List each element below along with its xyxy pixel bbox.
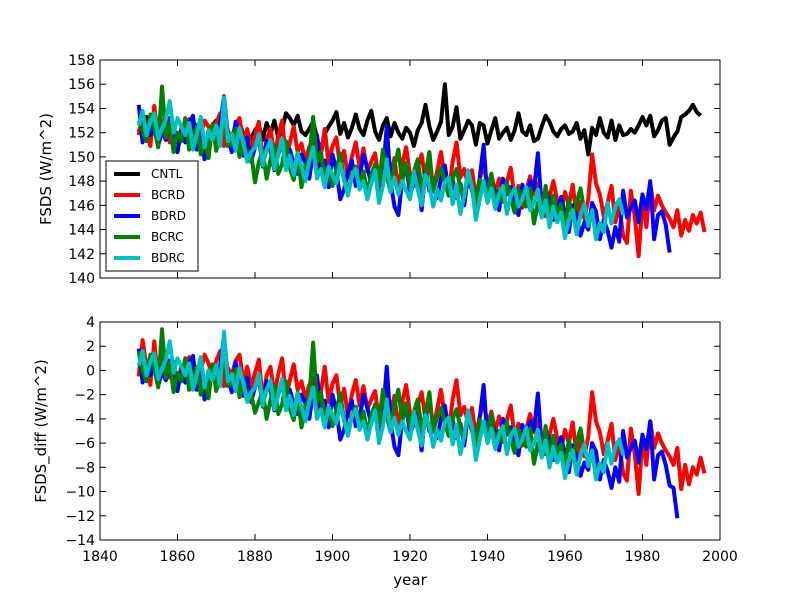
- legend-label-bcrc: BCRC: [151, 230, 184, 244]
- legend-box: [105, 160, 199, 272]
- legend-label-bdrd: BDRD: [151, 209, 186, 223]
- top-y-tick-label: 158: [68, 53, 95, 69]
- legend-label-bcrd: BCRD: [151, 188, 185, 202]
- top-y-tick-label: 140: [68, 271, 95, 287]
- top-y-tick-label: 150: [68, 150, 95, 166]
- bottom-y-tick-label: 2: [86, 339, 95, 355]
- bottom-x-ticks: 1840 1860 1880 1900 1920 1940 1960 1980 2000: [82, 322, 738, 565]
- top-y-tick-label: 146: [68, 198, 95, 214]
- x-tick-label: 1880: [237, 549, 273, 565]
- x-tick-label: 1840: [82, 549, 118, 565]
- top-y-tick-label: 156: [68, 77, 95, 93]
- bottom-y-tick-label: −8: [74, 460, 95, 476]
- legend-item-bdrc: BDRC: [114, 251, 185, 265]
- bottom-panel-fsds-diff: 1840 1860 1880 1900 1920 1940 1960 1980 2000 −14…: [32, 315, 738, 589]
- x-tick-label: 1980: [625, 549, 661, 565]
- bottom-series-line-bdrc: [136, 329, 626, 482]
- bottom-y-tick-label: 4: [86, 315, 95, 331]
- x-tick-label: 1860: [160, 549, 196, 565]
- x-tick-label: 1940: [470, 549, 506, 565]
- bottom-series-lines: [136, 327, 707, 519]
- x-tick-label: 1900: [315, 549, 351, 565]
- bottom-y-tick-label: −6: [74, 436, 95, 452]
- x-tick-label: 1960: [547, 549, 583, 565]
- legend-item-bcrd: BCRD: [114, 188, 185, 202]
- bottom-y-tick-label: 0: [86, 363, 95, 379]
- bottom-y-axis-label: FSDS_diff (W/m^2): [32, 359, 51, 503]
- x-tick-label: 1920: [392, 549, 428, 565]
- bottom-y-tick-label: −10: [65, 485, 95, 501]
- top-panel-fsds: 140 142 144 146 148 150 152 154 156 158 FSDS (W/m…: [37, 53, 721, 287]
- bottom-y-tick-label: −2: [74, 388, 95, 404]
- top-y-tick-label: 142: [68, 247, 95, 263]
- top-series-line-bdrc: [136, 95, 626, 242]
- legend-label-bdrc: BDRC: [151, 251, 185, 265]
- top-y-axis-label: FSDS (W/m^2): [37, 113, 55, 225]
- top-y-ticks: 140 142 144 146 148 150 152 154 156 158: [68, 53, 720, 287]
- top-x-ticks: [99, 60, 721, 278]
- bottom-y-tick-label: −14: [65, 533, 95, 549]
- legend-label-cntl: CNTL: [151, 167, 183, 181]
- top-y-tick-label: 154: [68, 101, 95, 117]
- bottom-y-tick-label: −12: [65, 509, 95, 525]
- top-series-lines: [136, 82, 707, 259]
- bottom-y-ticks: −14 −12 −10 −8 −6 −4 −2 0 2 4: [65, 315, 720, 549]
- top-y-tick-label: 152: [68, 126, 95, 142]
- bottom-y-tick-label: −4: [74, 412, 95, 428]
- top-y-tick-label: 148: [68, 174, 95, 190]
- x-tick-label: 2000: [702, 549, 738, 565]
- legend: CNTL BCRD BDRD BCRC BDRC: [105, 160, 199, 272]
- x-axis-label: year: [393, 571, 427, 589]
- legend-item-bdrd: BDRD: [114, 209, 186, 223]
- top-y-tick-label: 144: [68, 223, 95, 239]
- legend-item-bcrc: BCRC: [114, 230, 184, 244]
- legend-item-cntl: CNTL: [114, 167, 183, 181]
